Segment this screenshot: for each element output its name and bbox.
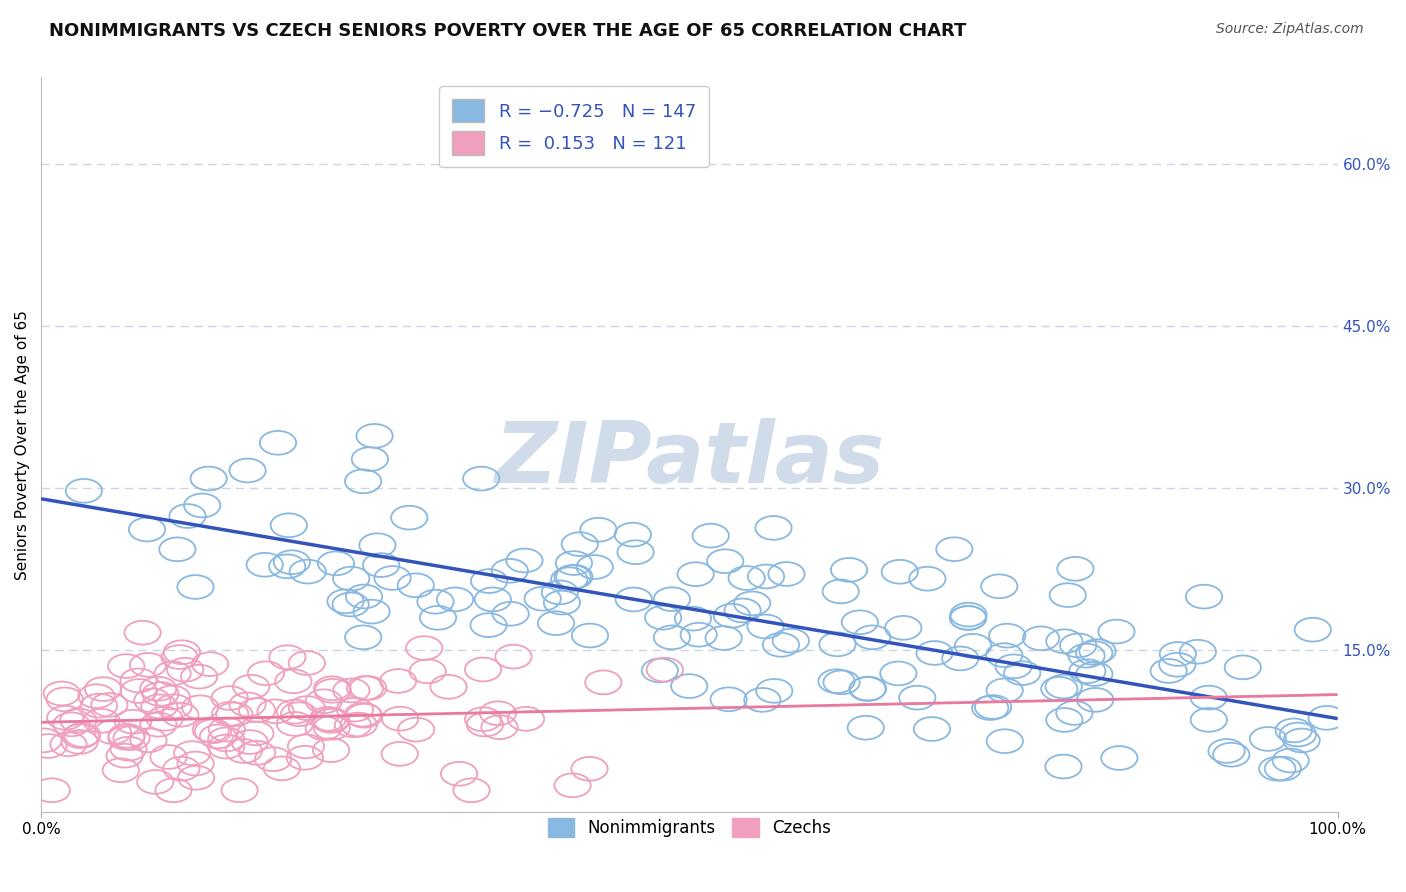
Y-axis label: Seniors Poverty Over the Age of 65: Seniors Poverty Over the Age of 65 [15, 310, 30, 580]
Text: Source: ZipAtlas.com: Source: ZipAtlas.com [1216, 22, 1364, 37]
Text: NONIMMIGRANTS VS CZECH SENIORS POVERTY OVER THE AGE OF 65 CORRELATION CHART: NONIMMIGRANTS VS CZECH SENIORS POVERTY O… [49, 22, 966, 40]
Text: ZIPatlas: ZIPatlas [495, 417, 884, 500]
Legend: Nonimmigrants, Czechs: Nonimmigrants, Czechs [541, 812, 838, 844]
